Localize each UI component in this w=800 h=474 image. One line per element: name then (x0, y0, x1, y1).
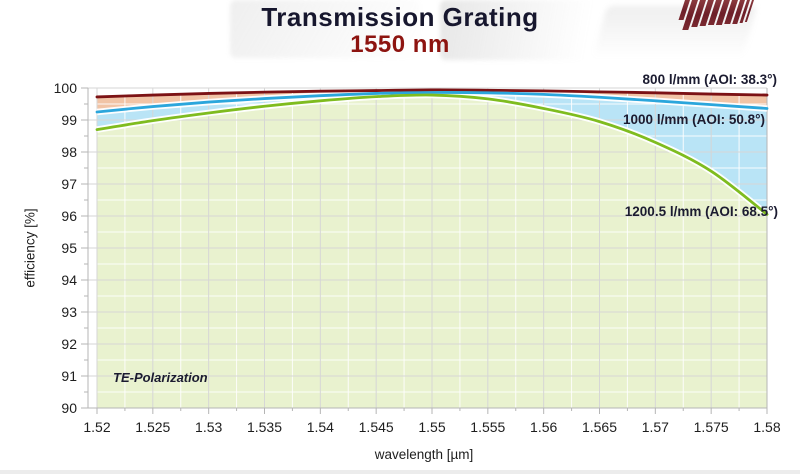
x-tick-label: 1.56 (530, 419, 557, 435)
x-tick-label: 1.52 (83, 419, 110, 435)
curve-1200.5lmm (95, 93, 769, 216)
x-tick-label: 1.57 (642, 419, 669, 435)
header: Transmission Grating 1550 nm (0, 0, 800, 62)
y-tick-label: 100 (54, 80, 78, 96)
series-label-800lmm: 800 l/mm (AOI: 38.3°) (642, 72, 777, 87)
y-tick-label: 91 (61, 368, 77, 384)
curve-800lmm (95, 88, 769, 99)
y-tick-label: 92 (61, 336, 77, 352)
y-tick-label: 95 (61, 240, 77, 256)
x-tick-label: 1.575 (694, 419, 729, 435)
page-subtitle: 1550 nm (350, 31, 450, 58)
grating-stripes-logo-icon (675, 0, 754, 30)
x-axis-title: wavelength [µm] (374, 447, 474, 462)
y-tick-label: 97 (61, 176, 77, 192)
y-tick-label: 93 (61, 304, 77, 320)
page-title: Transmission Grating (261, 2, 539, 32)
y-tick-label: 90 (61, 400, 77, 416)
series-label-1200lmm: 1200.5 l/mm (AOI: 68.5°) (624, 204, 778, 219)
series-label-1000lmm: 1000 l/mm (AOI: 50.8°) (623, 112, 765, 127)
bottom-divider (0, 470, 800, 474)
y-tick-label: 98 (61, 144, 77, 160)
x-tick-label: 1.58 (753, 419, 780, 435)
x-tick-label: 1.55 (418, 419, 445, 435)
y-axis-title: efficiency [%] (22, 208, 38, 288)
y-tick-label: 96 (61, 208, 77, 224)
polarization-annotation: TE-Polarization (113, 370, 208, 385)
curve-1000lmm (95, 91, 769, 114)
x-tick-label: 1.525 (135, 419, 170, 435)
x-tick-label: 1.54 (307, 419, 334, 435)
x-tick-label: 1.545 (359, 419, 394, 435)
y-tick-label: 94 (61, 272, 77, 288)
x-tick-label: 1.535 (247, 419, 282, 435)
x-tick-label: 1.565 (582, 419, 617, 435)
x-tick-label: 1.53 (195, 419, 222, 435)
x-tick-label: 1.555 (470, 419, 505, 435)
y-tick-label: 99 (61, 112, 77, 128)
